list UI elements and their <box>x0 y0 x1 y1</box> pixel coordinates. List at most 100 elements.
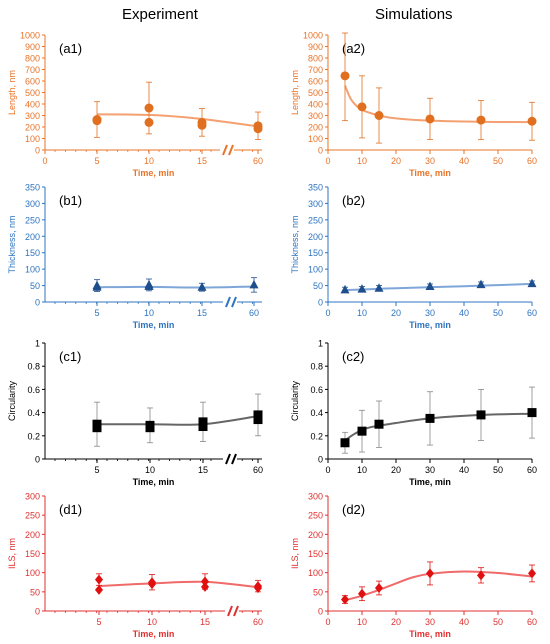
y-tick-label: 100 <box>308 568 323 578</box>
y-tick-label: 50 <box>313 281 323 291</box>
panel-label: (d2) <box>342 502 365 517</box>
data-point <box>340 284 350 294</box>
x-tick-label: 50 <box>493 465 503 475</box>
y-tick-label: 600 <box>25 77 40 87</box>
panel-a1: 01002003004005006007008009001000Length, … <box>7 31 263 179</box>
fit-curve <box>344 570 533 602</box>
x-tick-label: 60 <box>527 617 537 627</box>
x-tick-label: 60 <box>527 308 537 318</box>
y-tick-label: 400 <box>25 100 40 110</box>
data-point <box>374 419 384 429</box>
y-tick-label: 200 <box>25 232 40 242</box>
x-tick-label: 5 <box>94 156 99 166</box>
x-tick-label: 5 <box>96 617 101 627</box>
data-point <box>201 581 209 592</box>
y-tick-label: 0.4 <box>27 408 40 418</box>
y-tick-label: 50 <box>30 587 40 597</box>
y-axis-label: Circularity <box>7 381 17 422</box>
y-tick-label: 250 <box>25 215 40 225</box>
y-tick-label: 0 <box>35 298 40 308</box>
x-tick-label: 50 <box>493 617 503 627</box>
axis-break-mark <box>225 296 231 308</box>
x-tick-label: 30 <box>425 156 435 166</box>
data-point <box>477 570 485 581</box>
data-point <box>375 583 383 593</box>
y-tick-label: 0.2 <box>27 431 40 441</box>
x-axis-label: Time, min <box>133 168 175 178</box>
x-tick-label: 10 <box>144 156 154 166</box>
data-point <box>476 115 486 125</box>
data-point <box>144 103 154 113</box>
panel-label: (c1) <box>59 349 81 364</box>
x-tick-label: 5 <box>94 308 99 318</box>
y-tick-label: 300 <box>308 111 323 121</box>
data-point <box>253 410 263 420</box>
data-point <box>341 594 349 605</box>
x-tick-label: 60 <box>527 156 537 166</box>
data-point <box>476 279 486 289</box>
y-tick-label: 0.8 <box>27 362 40 372</box>
panel-c2: 0 0.2 0.4 0.6 0.8 1 Circularity 0 10 20 30 40 50 60 Ti… <box>290 339 537 488</box>
y-tick-label: 0.2 <box>310 431 323 441</box>
y-tick-label: 100 <box>25 134 40 144</box>
x-tick-label: 40 <box>459 465 469 475</box>
data-point <box>148 579 156 590</box>
y-tick-label: 900 <box>308 42 323 52</box>
panel-c1: 0 0.2 0.4 0.6 0.8 1 Circularity 5 10 15 60 Time, mi… <box>7 339 263 488</box>
panel-label: (b2) <box>342 193 365 208</box>
data-point <box>198 422 208 432</box>
y-tick-label: 150 <box>25 248 40 258</box>
y-tick-label: 0 <box>318 146 323 156</box>
y-tick-label: 0 <box>318 298 323 308</box>
x-tick-label: 5 <box>94 465 99 475</box>
y-tick-label: 700 <box>25 65 40 75</box>
y-axis-label: Length, nm <box>7 70 17 115</box>
data-point <box>425 281 435 291</box>
x-tick-label: 50 <box>493 308 503 318</box>
x-tick-label: 10 <box>357 465 367 475</box>
data-point <box>358 588 366 599</box>
y-tick-label: 0.4 <box>310 408 323 418</box>
y-tick-label: 150 <box>308 549 323 559</box>
x-tick-label: 10 <box>145 465 155 475</box>
axis-break-mark <box>228 144 234 156</box>
y-tick-label: 300 <box>25 111 40 121</box>
data-point <box>374 111 384 120</box>
panel-a2: 01002003004005006007008009001000Length, … <box>290 31 537 179</box>
x-tick-label: 60 <box>253 617 263 627</box>
y-tick-label: 900 <box>25 42 40 52</box>
data-point <box>340 438 350 448</box>
y-tick-label: 600 <box>308 77 323 87</box>
panel-label: (a1) <box>59 41 82 56</box>
data-point <box>201 576 209 587</box>
y-tick-label: 250 <box>308 215 323 225</box>
fit-curve <box>344 85 533 124</box>
data-point <box>92 116 102 126</box>
data-point <box>528 568 536 579</box>
y-tick-label: 100 <box>308 134 323 144</box>
data-point <box>198 417 208 427</box>
fit-curve <box>344 412 533 442</box>
y-tick-label: 1000 <box>20 31 40 41</box>
y-axis-label: ILS, nm <box>7 538 17 569</box>
panel-label: (b1) <box>59 193 82 208</box>
x-tick-label: 10 <box>357 617 367 627</box>
fit-curve <box>344 282 533 292</box>
y-tick-label: 250 <box>308 511 323 521</box>
data-point <box>527 278 537 288</box>
y-tick-label: 150 <box>25 549 40 559</box>
data-point <box>254 583 262 593</box>
data-point <box>357 426 367 436</box>
x-tick-label: 10 <box>357 156 367 166</box>
simulations-column-title: Simulations <box>375 6 453 23</box>
axis-break-mark <box>231 453 237 465</box>
y-tick-label: 0.6 <box>27 385 40 395</box>
y-tick-label: 150 <box>308 248 323 258</box>
x-axis-label: Time, min <box>409 320 451 330</box>
y-tick-label: 200 <box>308 123 323 133</box>
y-tick-label: 100 <box>308 265 323 275</box>
x-axis-label: Time, min <box>409 477 451 487</box>
y-tick-label: 300 <box>25 199 40 209</box>
experiment-column-title: Experiment <box>122 6 198 23</box>
